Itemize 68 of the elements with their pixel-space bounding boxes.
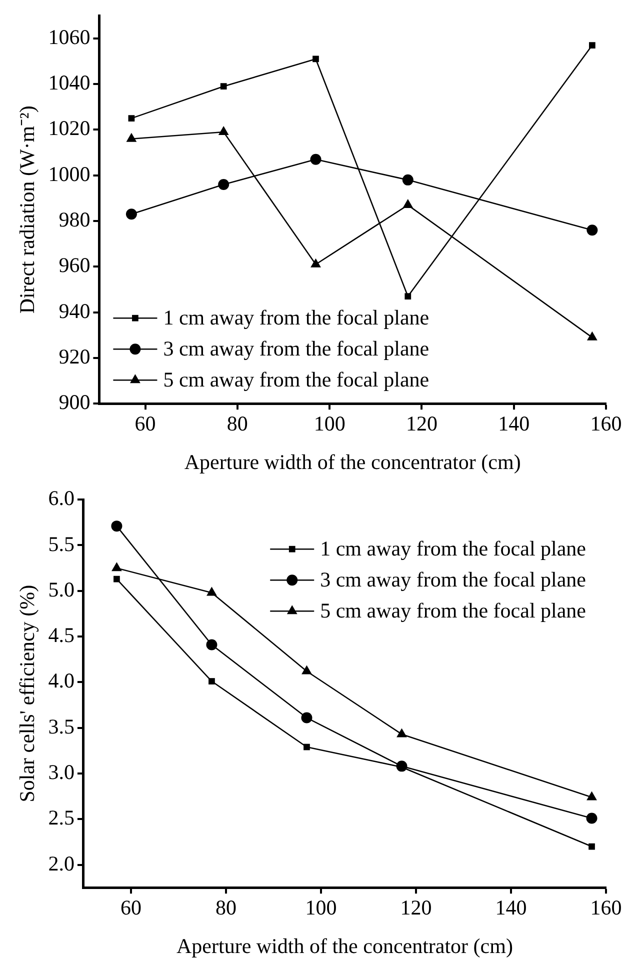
y-tick-label: 1040 bbox=[48, 70, 90, 95]
point bbox=[220, 83, 227, 90]
x-tick-label: 100 bbox=[314, 412, 346, 436]
y-tick-label: 4.5 bbox=[48, 623, 74, 648]
point bbox=[301, 712, 312, 724]
y-tick-label: 4.0 bbox=[48, 668, 74, 693]
point bbox=[208, 678, 215, 684]
x-tick-label: 60 bbox=[134, 412, 156, 436]
y-tick-label: 1000 bbox=[48, 162, 90, 186]
point bbox=[312, 56, 319, 62]
point bbox=[111, 520, 122, 532]
x-tick-label: 120 bbox=[406, 412, 438, 436]
x-tick-label: 100 bbox=[305, 896, 337, 920]
legend-label: 1 cm away from the focal plane bbox=[320, 536, 586, 561]
point bbox=[396, 728, 407, 738]
x-tick-label: 80 bbox=[226, 412, 248, 436]
point bbox=[588, 843, 595, 850]
y-axis-title: Solar cells' efficiency (%) bbox=[15, 584, 40, 802]
legend-label: 5 cm away from the focal plane bbox=[163, 368, 430, 392]
point bbox=[586, 224, 598, 236]
x-tick-label: 60 bbox=[120, 896, 142, 920]
point bbox=[310, 258, 321, 268]
x-axis-title: Aperture width of the concentrator (cm) bbox=[176, 934, 513, 958]
point bbox=[218, 126, 229, 135]
y-tick-label: 3.0 bbox=[48, 760, 74, 784]
y-tick-label: 1020 bbox=[48, 116, 90, 140]
point bbox=[404, 293, 412, 300]
y-tick-label: 940 bbox=[58, 298, 90, 323]
point bbox=[114, 576, 120, 582]
x-tick-label: 160 bbox=[590, 412, 622, 436]
point bbox=[128, 115, 135, 122]
legend-label: 1 cm away from the focal plane bbox=[163, 306, 430, 330]
point bbox=[402, 199, 414, 208]
y-tick-label: 2.5 bbox=[48, 806, 74, 830]
y-tick-label: 5.0 bbox=[48, 577, 74, 602]
point bbox=[586, 812, 598, 824]
y-axis-title: Direct radiation (W·m⁻²) bbox=[15, 106, 40, 314]
point bbox=[304, 744, 310, 750]
point bbox=[588, 42, 596, 48]
point bbox=[310, 154, 322, 165]
y-tick-label: 980 bbox=[58, 208, 90, 232]
point bbox=[302, 665, 312, 674]
x-tick-label: 80 bbox=[215, 896, 236, 920]
point bbox=[126, 208, 137, 220]
point bbox=[206, 586, 217, 596]
y-tick-label: 1060 bbox=[48, 24, 90, 49]
legend-label: 3 cm away from the focal plane bbox=[320, 568, 586, 592]
point bbox=[586, 791, 597, 800]
x-tick-label: 140 bbox=[495, 896, 527, 920]
legend-label: 3 cm away from the focal plane bbox=[163, 336, 430, 361]
x-tick-label: 160 bbox=[590, 896, 622, 920]
x-axis-title: Aperture width of the concentrator (cm) bbox=[184, 450, 521, 474]
y-tick-label: 5.5 bbox=[48, 532, 74, 556]
y-tick-label: 6.0 bbox=[48, 486, 74, 510]
y-tick-label: 960 bbox=[58, 253, 90, 278]
y-tick-label: 920 bbox=[58, 344, 90, 368]
point bbox=[112, 562, 122, 572]
y-tick-label: 900 bbox=[58, 390, 90, 414]
point bbox=[218, 178, 230, 190]
legend-label: 5 cm away from the focal plane bbox=[320, 598, 586, 623]
x-tick-label: 140 bbox=[498, 412, 530, 436]
point bbox=[402, 174, 414, 186]
y-tick-label: 3.5 bbox=[48, 714, 74, 738]
point bbox=[206, 639, 218, 650]
y-tick-label: 2.0 bbox=[48, 851, 74, 876]
point bbox=[586, 331, 598, 340]
x-tick-label: 120 bbox=[400, 896, 432, 920]
point bbox=[126, 132, 137, 142]
